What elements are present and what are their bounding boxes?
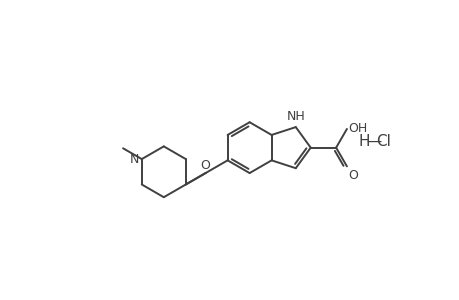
Text: Cl: Cl [375,134,390,149]
Text: O: O [348,169,358,182]
Text: NH: NH [286,110,305,123]
Text: O: O [200,159,209,172]
Text: OH: OH [348,122,367,135]
Text: —: — [366,134,381,149]
Text: N: N [130,153,139,167]
Text: H: H [358,134,369,149]
